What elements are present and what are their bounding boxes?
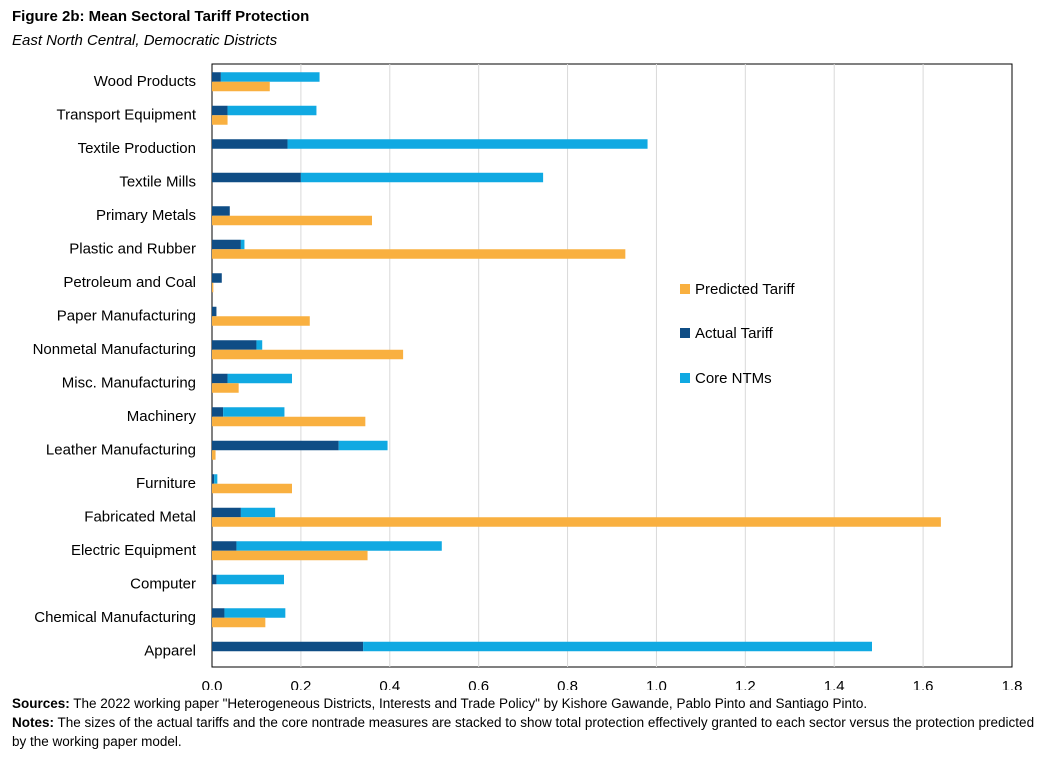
bar-predicted-tariff [212, 316, 310, 326]
legend: Predicted Tariff Actual Tariff Core NTMs [680, 281, 795, 387]
bar-actual-tariff [212, 139, 288, 149]
legend-swatch [680, 373, 690, 383]
bar-core-ntms [363, 641, 872, 652]
bar-actual-tariff [212, 206, 230, 216]
bar-actual-tariff [212, 608, 225, 618]
bars [212, 72, 941, 652]
bar-core-ntms [287, 139, 648, 149]
chart-title: Figure 2b: Mean Sectoral Tariff Protecti… [12, 8, 310, 25]
bar-core-ntms [338, 440, 388, 451]
legend-swatch [680, 328, 690, 338]
bar-predicted-tariff [212, 550, 368, 561]
legend-label: Core NTMs [695, 370, 772, 387]
bar-actual-tariff [212, 172, 301, 183]
bar-core-ntms [214, 474, 218, 484]
gridlines [300, 64, 924, 667]
chart-subtitle: East North Central, Democratic Districts [12, 32, 278, 49]
category-label: Chemical Manufacturing [34, 609, 196, 626]
bar-actual-tariff [212, 641, 364, 652]
category-label: Transport Equipment [56, 106, 196, 123]
category-label: Machinery [127, 408, 197, 425]
bar-actual-tariff [212, 373, 228, 384]
bar-core-ntms [240, 507, 276, 518]
bar-core-ntms [223, 407, 285, 417]
bar-core-ntms [240, 239, 245, 250]
legend-label: Predicted Tariff [695, 281, 795, 298]
bar-predicted-tariff [212, 416, 366, 427]
bar-predicted-tariff [212, 617, 266, 628]
category-labels: Wood Products Transport Equipment Textile … [33, 73, 197, 660]
plot-area [211, 63, 1013, 668]
category-label: Computer [130, 575, 196, 592]
bar-actual-tariff [212, 407, 224, 417]
notes-text: The sizes of the actual tariffs and the … [12, 715, 1035, 749]
category-label: Textile Mills [119, 173, 196, 190]
bar-predicted-tariff [212, 282, 214, 293]
bar-core-ntms [236, 541, 442, 551]
bar-actual-tariff [212, 541, 237, 551]
x-tick-label: 0.4 [379, 678, 400, 690]
category-label: Furniture [136, 475, 196, 492]
category-label: Nonmetal Manufacturing [33, 341, 196, 358]
category-label: Leather Manufacturing [46, 441, 196, 458]
bar-core-ntms [227, 105, 317, 116]
bar-predicted-tariff [212, 383, 239, 393]
sources-label: Sources: [12, 696, 70, 711]
category-label: Paper Manufacturing [57, 307, 196, 324]
x-tick-label: 1.2 [735, 678, 756, 690]
bar-chart: Wood Products Transport Equipment Textile … [33, 63, 1023, 690]
bar-core-ntms [220, 72, 320, 82]
x-tick-label: 1.0 [646, 678, 667, 690]
bar-predicted-tariff [212, 215, 372, 226]
category-label: Wood Products [94, 73, 196, 90]
legend-label: Actual Tariff [695, 325, 774, 342]
x-tick-label: 0.2 [290, 678, 311, 690]
category-label: Misc. Manufacturing [62, 374, 196, 391]
x-tick-label: 1.6 [913, 678, 934, 690]
bar-actual-tariff [212, 474, 215, 484]
x-tick-label: 1.8 [1002, 678, 1023, 690]
bar-predicted-tariff [212, 483, 292, 494]
category-label: Fabricated Metal [84, 508, 196, 525]
bar-predicted-tariff [212, 115, 228, 125]
sources-text: The 2022 working paper "Heterogeneous Di… [69, 696, 868, 711]
bar-actual-tariff [212, 440, 339, 451]
bar-actual-tariff [212, 273, 222, 283]
x-tick-label: 0.0 [202, 678, 223, 690]
category-label: Plastic and Rubber [69, 240, 196, 257]
bar-predicted-tariff [212, 517, 941, 527]
bar-actual-tariff [212, 105, 228, 116]
bar-core-ntms [256, 340, 263, 350]
bar-predicted-tariff [212, 249, 626, 259]
bar-actual-tariff [212, 574, 217, 585]
bar-actual-tariff [212, 239, 241, 250]
category-label: Electric Equipment [71, 542, 197, 559]
category-label: Primary Metals [96, 207, 196, 224]
category-label: Textile Production [78, 140, 196, 157]
category-label: Apparel [144, 642, 196, 659]
bar-actual-tariff [212, 306, 217, 317]
bar-predicted-tariff [212, 349, 404, 360]
category-label: Petroleum and Coal [63, 274, 196, 291]
bar-predicted-tariff [212, 81, 270, 92]
notes-note: Notes: The sizes of the actual tariffs a… [12, 713, 1037, 751]
bar-core-ntms [216, 574, 284, 585]
bar-core-ntms [300, 172, 544, 183]
x-tick-label: 1.4 [824, 678, 845, 690]
bar-actual-tariff [212, 507, 241, 518]
bar-predicted-tariff [212, 450, 216, 460]
bar-actual-tariff [212, 340, 257, 350]
bar-core-ntms [224, 608, 286, 618]
x-tick-labels: 0.0 0.2 0.4 0.6 0.8 1.0 1.2 1.4 1.6 1.8 [202, 678, 1023, 690]
bar-core-ntms [227, 373, 292, 384]
x-tick-label: 0.8 [557, 678, 578, 690]
sources-note: Sources: The 2022 working paper "Heterog… [12, 694, 1037, 713]
legend-swatch [680, 284, 690, 294]
notes-label: Notes: [12, 715, 55, 730]
x-tick-label: 0.6 [468, 678, 489, 690]
bar-actual-tariff [212, 72, 221, 82]
